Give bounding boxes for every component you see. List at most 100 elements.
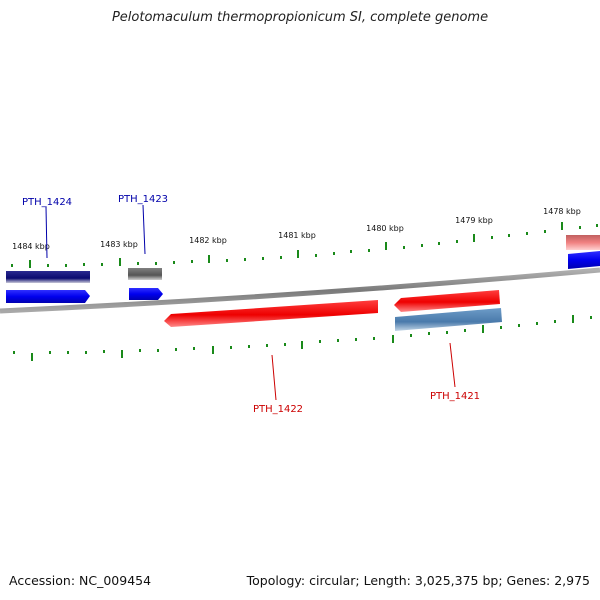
tick-mark	[315, 254, 317, 257]
tick-mark	[596, 224, 598, 227]
tick-mark	[31, 353, 33, 361]
tick-mark	[47, 264, 49, 267]
tick-mark	[280, 256, 282, 259]
tick-mark	[491, 236, 493, 239]
outer-tick-ring	[11, 222, 598, 268]
tick-mark	[482, 325, 484, 333]
tick-mark	[191, 260, 193, 263]
gene-forward-arrow[interactable]	[6, 290, 90, 303]
tick-mark	[421, 244, 423, 247]
kbp-label: 1484 kbp	[12, 242, 50, 251]
genome-title: Pelotomaculum thermopropionicum SI, comp…	[111, 10, 489, 25]
gene-pth-1422-arrow[interactable]	[164, 300, 378, 327]
gene-forward-arrow[interactable]	[129, 288, 163, 300]
gene-label-pth-1421[interactable]: PTH_1421	[430, 391, 480, 402]
tick-mark	[410, 334, 412, 337]
tick-mark	[579, 226, 581, 229]
tick-mark	[262, 257, 264, 260]
tick-mark	[350, 250, 352, 253]
tick-mark	[230, 346, 232, 349]
leader-line	[271, 354, 277, 401]
tick-mark	[464, 329, 466, 332]
kbp-label: 1480 kbp	[366, 224, 404, 233]
accession-label: Accession: NC_009454	[9, 573, 152, 588]
tick-mark	[536, 322, 538, 325]
inner-tick-ring	[13, 315, 592, 361]
tick-mark	[438, 242, 440, 245]
gene-forward-arrow[interactable]	[568, 251, 600, 269]
kbp-label: 1481 kbp	[278, 231, 316, 240]
kbp-label: 1483 kbp	[100, 240, 138, 249]
tick-mark	[333, 252, 335, 255]
tick-mark	[508, 234, 510, 237]
tick-mark	[248, 345, 250, 348]
tick-mark	[446, 331, 448, 334]
tick-mark	[403, 246, 405, 249]
gene-pth-1423-bar[interactable]	[128, 268, 162, 280]
tick-mark	[11, 264, 13, 267]
tick-mark	[139, 349, 141, 352]
tick-mark	[155, 262, 157, 265]
tick-mark	[208, 255, 210, 263]
tick-mark	[121, 350, 123, 358]
gene-label-pth-1422[interactable]: PTH_1422	[253, 404, 303, 415]
tick-mark	[572, 315, 574, 323]
tick-mark	[49, 351, 51, 354]
tick-mark	[212, 346, 214, 354]
tick-mark	[456, 240, 458, 243]
tick-mark	[266, 344, 268, 347]
tick-mark	[193, 347, 195, 350]
gene-label-pth-1423[interactable]: PTH_1423	[118, 194, 168, 205]
leader-line	[449, 342, 456, 388]
kbp-label: 1478 kbp	[543, 207, 581, 216]
tick-mark	[368, 249, 370, 252]
tick-mark	[355, 338, 357, 341]
gene-pth-1424-bar[interactable]	[6, 271, 90, 283]
tick-mark	[65, 264, 67, 267]
tick-mark	[29, 260, 31, 268]
gene-pth-1421-arrow[interactable]	[394, 290, 500, 312]
gene-steel-bar[interactable]	[395, 308, 502, 331]
reverse-strand-genes	[164, 290, 502, 331]
gene-label-pth-1424[interactable]: PTH_1424	[22, 197, 72, 208]
leader-line	[45, 206, 48, 259]
forward-strand-genes	[6, 235, 600, 303]
tick-mark	[301, 341, 303, 349]
tick-mark	[244, 258, 246, 261]
tick-mark	[590, 316, 592, 319]
tick-mark	[473, 234, 475, 242]
tick-mark	[173, 261, 175, 264]
leader-line	[142, 204, 146, 255]
tick-mark	[85, 351, 87, 354]
tick-mark	[373, 337, 375, 340]
tick-mark	[500, 326, 502, 329]
tick-mark	[83, 263, 85, 266]
tick-mark	[103, 350, 105, 353]
tick-mark	[226, 259, 228, 262]
tick-mark	[284, 343, 286, 346]
kbp-label: 1482 kbp	[189, 236, 227, 245]
tick-mark	[319, 340, 321, 343]
tick-mark	[297, 250, 299, 258]
tick-mark	[526, 232, 528, 235]
tick-mark	[67, 351, 69, 354]
tick-mark	[518, 324, 520, 327]
genome-summary: Topology: circular; Length: 3,025,375 bp…	[246, 573, 590, 588]
tick-mark	[101, 263, 103, 266]
genome-backbone	[0, 267, 600, 314]
tick-mark	[561, 222, 563, 230]
tick-mark	[337, 339, 339, 342]
tick-mark	[119, 258, 121, 266]
tick-mark	[544, 230, 546, 233]
tick-mark	[137, 262, 139, 265]
tick-mark	[175, 348, 177, 351]
tick-mark	[554, 320, 556, 323]
tick-mark	[392, 335, 394, 343]
tick-mark	[385, 242, 387, 250]
tick-mark	[428, 332, 430, 335]
tick-mark	[157, 349, 159, 352]
tick-mark	[13, 351, 15, 354]
gene-reverse-bar-pink[interactable]	[566, 235, 600, 250]
kbp-label: 1479 kbp	[455, 216, 493, 225]
